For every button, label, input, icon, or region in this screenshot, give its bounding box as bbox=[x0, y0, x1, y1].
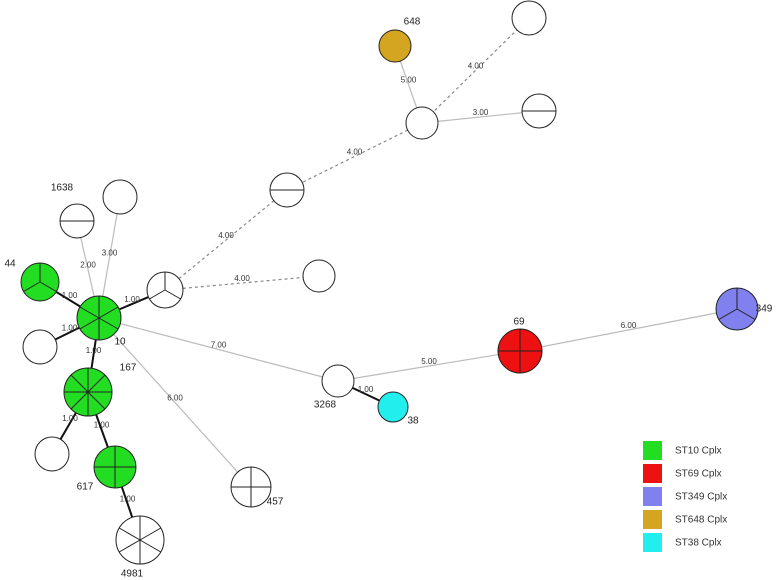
node bbox=[22, 329, 58, 365]
edge-label: 4.00 bbox=[218, 231, 234, 240]
edge-label: 1.00 bbox=[86, 346, 102, 355]
node bbox=[34, 436, 70, 472]
node-label: 69 bbox=[513, 317, 525, 328]
edge bbox=[164, 275, 320, 291]
legend-label: ST69 Cplx bbox=[675, 469, 722, 480]
node-division bbox=[87, 391, 106, 410]
edge-label: 6.00 bbox=[621, 321, 637, 330]
node-label: 44 bbox=[4, 259, 16, 270]
edge bbox=[286, 122, 423, 191]
node bbox=[102, 179, 138, 215]
edge bbox=[164, 189, 288, 291]
node bbox=[511, 0, 547, 36]
node-division bbox=[98, 306, 119, 319]
edge-label: 5.00 bbox=[401, 76, 417, 85]
node-division bbox=[98, 317, 119, 330]
node bbox=[321, 364, 355, 398]
node-division bbox=[79, 306, 100, 319]
node bbox=[378, 29, 412, 63]
edge bbox=[421, 17, 530, 124]
edge-label: 3.00 bbox=[473, 108, 489, 117]
node-division bbox=[39, 281, 57, 292]
legend-swatch bbox=[643, 533, 662, 552]
node-division bbox=[87, 374, 106, 393]
node-label: 10 bbox=[114, 337, 126, 348]
node bbox=[302, 259, 336, 293]
node-label: 38 bbox=[407, 416, 419, 427]
node-label: 3268 bbox=[314, 400, 337, 411]
edge-label: 1.00 bbox=[62, 291, 78, 300]
node-label: 648 bbox=[404, 17, 421, 28]
edge-label: 7.00 bbox=[211, 341, 227, 350]
legend-label: ST38 Cplx bbox=[675, 538, 722, 549]
edge-label: 1.00 bbox=[94, 421, 110, 430]
edge-label: 4.00 bbox=[347, 148, 363, 157]
node-label: 167 bbox=[120, 363, 137, 374]
node-division bbox=[70, 391, 89, 410]
edge bbox=[98, 317, 252, 488]
node-label: 349 bbox=[756, 304, 773, 315]
node-label: 4981 bbox=[121, 569, 144, 580]
node-division bbox=[736, 308, 756, 320]
legend-label: ST349 Cplx bbox=[675, 492, 727, 503]
node-division bbox=[70, 374, 89, 393]
node-division bbox=[164, 289, 181, 300]
legend-swatch bbox=[643, 487, 662, 506]
legend-label: ST648 Cplx bbox=[675, 515, 727, 526]
legend-swatch bbox=[643, 464, 662, 483]
node-division bbox=[79, 317, 100, 330]
node-division bbox=[149, 289, 166, 300]
edge-label: 4.00 bbox=[468, 62, 484, 71]
edge-label: 6.00 bbox=[167, 394, 183, 403]
edge bbox=[421, 110, 540, 124]
node-label: 617 bbox=[77, 482, 94, 493]
node-division bbox=[118, 527, 141, 541]
edge-label: 1.00 bbox=[62, 324, 78, 333]
node-label: 1638 bbox=[51, 183, 74, 194]
node-division bbox=[718, 308, 738, 320]
edge-label: 3.00 bbox=[102, 249, 118, 258]
legend-label: ST10 Cplx bbox=[675, 446, 722, 457]
edge bbox=[337, 350, 521, 382]
edge bbox=[98, 317, 339, 382]
node-label: 457 bbox=[267, 497, 284, 508]
legend-swatch bbox=[643, 441, 662, 460]
edge-label: 1.00 bbox=[120, 495, 136, 504]
edge-label: 1.00 bbox=[62, 414, 78, 423]
edge-label: 2.00 bbox=[80, 261, 96, 270]
edge bbox=[519, 308, 738, 352]
node bbox=[377, 391, 409, 423]
edge-label: 5.00 bbox=[421, 357, 437, 366]
edge-label: 1.00 bbox=[358, 385, 374, 394]
legend-swatch bbox=[643, 510, 662, 529]
node-division bbox=[139, 527, 162, 541]
edge-label: 4.00 bbox=[234, 274, 250, 283]
node bbox=[405, 106, 439, 140]
edge-label: 1.00 bbox=[124, 295, 140, 304]
node-division bbox=[23, 281, 41, 292]
node-division bbox=[139, 539, 162, 553]
node-division bbox=[118, 539, 141, 553]
